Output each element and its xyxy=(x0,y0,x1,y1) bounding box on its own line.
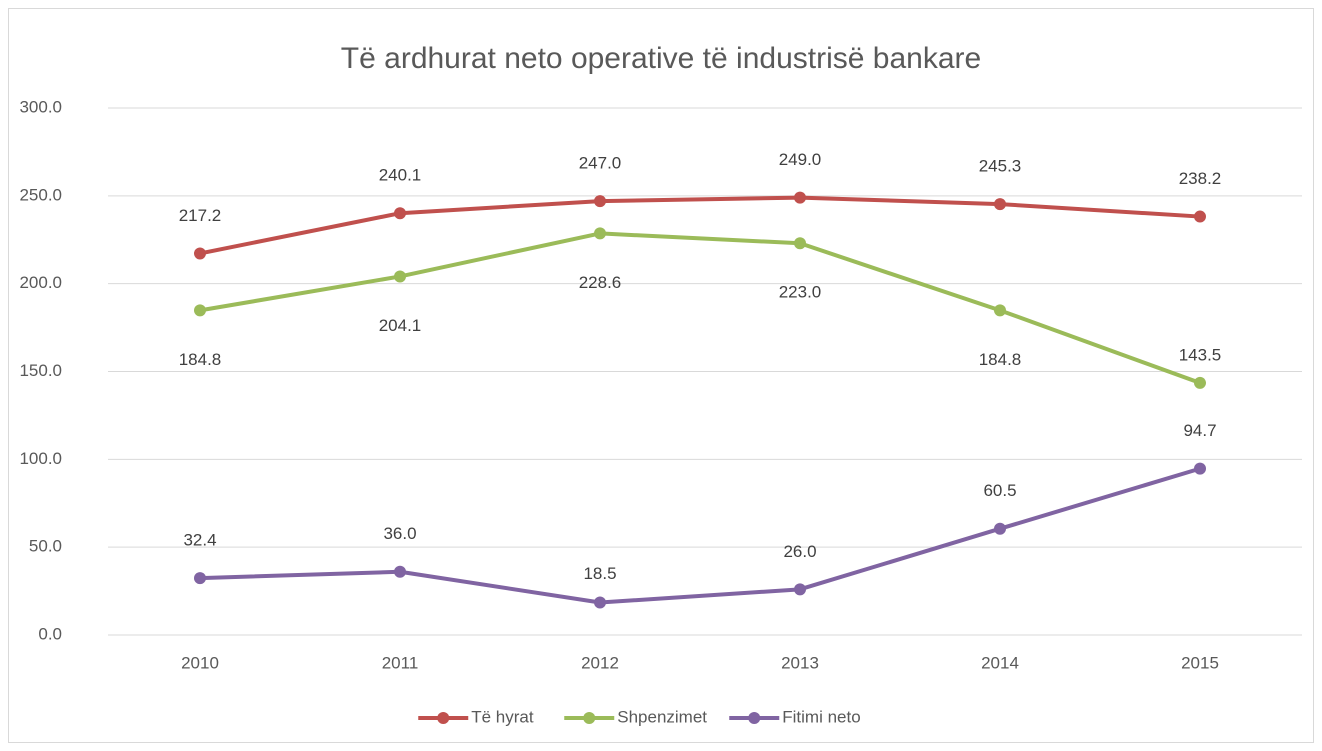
data-label: 26.0 xyxy=(783,542,816,561)
x-tick-label: 2010 xyxy=(181,653,219,672)
data-point xyxy=(994,198,1006,211)
data-label: 240.1 xyxy=(379,166,422,185)
legend-marker xyxy=(583,712,596,724)
data-point xyxy=(394,207,406,220)
x-tick-label: 2013 xyxy=(781,653,819,672)
series-line xyxy=(199,231,1201,385)
data-point xyxy=(1194,376,1206,389)
data-label: 223.0 xyxy=(779,283,822,302)
data-label: 228.6 xyxy=(579,273,622,292)
legend-label: Fitimi neto xyxy=(782,707,860,726)
data-label: 36.0 xyxy=(383,524,416,543)
data-label: 32.4 xyxy=(183,531,216,550)
data-point xyxy=(194,247,206,260)
legend-marker xyxy=(437,712,450,724)
data-label: 249.0 xyxy=(779,150,822,169)
y-tick-label: 50.0 xyxy=(29,537,62,556)
legend-label: Shpenzimet xyxy=(617,707,707,726)
x-tick-label: 2014 xyxy=(981,653,1019,672)
data-point xyxy=(194,572,206,585)
chart-title: Të ardhurat neto operative të industrisë… xyxy=(341,42,981,75)
legend-label: Të hyrat xyxy=(471,707,534,726)
data-point xyxy=(1194,210,1206,223)
series-line xyxy=(199,466,1201,605)
data-point xyxy=(794,583,806,596)
data-label: 94.7 xyxy=(1183,421,1216,440)
data-point xyxy=(194,304,206,317)
data-point xyxy=(594,195,606,208)
data-label: 245.3 xyxy=(979,157,1022,176)
data-label: 184.8 xyxy=(179,350,222,369)
x-tick-label: 2012 xyxy=(581,653,619,672)
legend-marker xyxy=(748,712,761,724)
data-point xyxy=(594,596,606,609)
data-label: 204.1 xyxy=(379,316,422,335)
x-tick-label: 2011 xyxy=(382,653,419,672)
y-tick-label: 300.0 xyxy=(19,97,62,116)
data-label: 60.5 xyxy=(983,481,1016,500)
data-point xyxy=(994,304,1006,317)
data-point xyxy=(1194,462,1206,475)
y-tick-label: 150.0 xyxy=(19,361,62,380)
series-line xyxy=(199,195,1201,256)
data-point xyxy=(794,191,806,204)
x-tick-label: 2015 xyxy=(1181,653,1219,672)
data-label: 247.0 xyxy=(579,154,622,173)
y-tick-label: 0.0 xyxy=(38,624,62,643)
data-point xyxy=(394,565,406,578)
y-tick-label: 200.0 xyxy=(19,273,62,292)
data-label: 143.5 xyxy=(1179,345,1222,364)
y-tick-label: 250.0 xyxy=(19,185,62,204)
data-point xyxy=(794,237,806,250)
data-label: 184.8 xyxy=(979,350,1022,369)
data-label: 217.2 xyxy=(179,206,222,225)
data-point xyxy=(394,270,406,283)
chart-border xyxy=(8,8,1314,743)
data-label: 238.2 xyxy=(1179,169,1222,188)
data-point xyxy=(594,227,606,240)
data-label: 18.5 xyxy=(583,564,616,583)
data-point xyxy=(994,522,1006,535)
y-tick-label: 100.0 xyxy=(19,449,62,468)
